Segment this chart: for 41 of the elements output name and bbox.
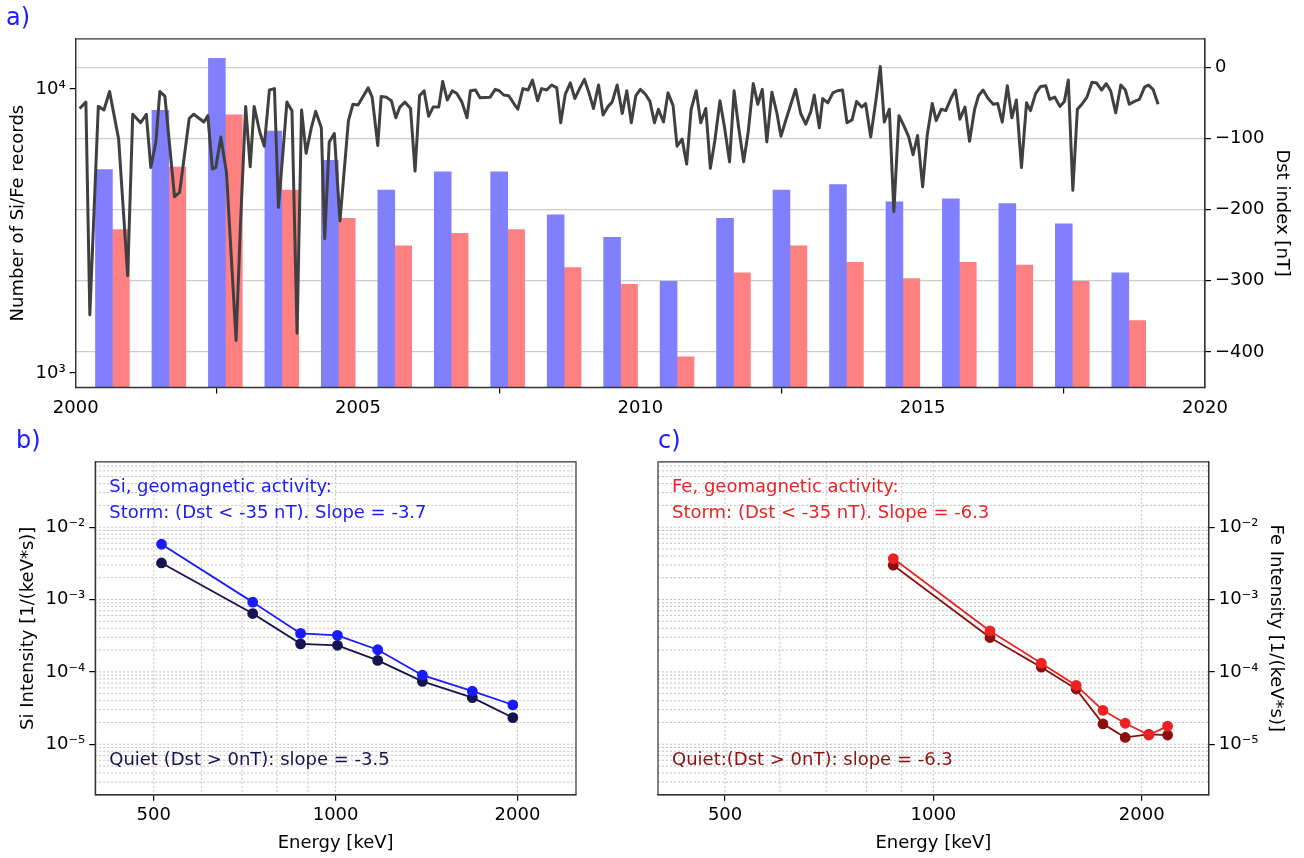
y2-tick-label: −100 — [1214, 126, 1265, 148]
y-tick-label: 10⁻⁴ — [45, 659, 86, 681]
annotation: Quiet:(Dst > 0nT): slope = -6.3 — [672, 748, 953, 770]
y-tick-label: 10⁻³ — [45, 587, 86, 609]
chart-title: b) — [16, 425, 41, 454]
y-tick-label: 10³ — [35, 360, 66, 382]
x-tick-label: 500 — [707, 803, 743, 825]
x-tick-label: 2015 — [899, 395, 946, 417]
y-axis-title: Si Intensity [1/(keV*s)] — [16, 526, 38, 730]
y2-axis-title: Dst index [nT] — [1272, 149, 1294, 277]
annotation: Fe, geomagnetic activity: — [672, 475, 899, 497]
x-tick-label: 500 — [136, 803, 171, 825]
x-tick-label: 2000 — [1118, 803, 1165, 825]
y-axis-title: Number of Si/Fe records — [6, 104, 28, 322]
x-tick-label: 2010 — [617, 395, 664, 417]
annotation: Quiet (Dst > 0nT): slope = -3.5 — [109, 748, 390, 770]
y-tick-label: 10⁴ — [35, 76, 66, 98]
x-tick-label: 2000 — [52, 395, 99, 417]
x-tick-label: 2000 — [494, 803, 541, 825]
chart-title: c) — [658, 425, 681, 454]
y-tick-label: 10⁻³ — [1218, 587, 1259, 609]
annotation: Storm: (Dst < -35 nT). Slope = -3.7 — [109, 501, 427, 523]
x-tick-label: 2005 — [335, 395, 381, 417]
annotation: Storm: (Dst < -35 nT). Slope = -6.3 — [672, 501, 990, 523]
x-tick-label: 2020 — [1182, 395, 1228, 417]
x-tick-label: 1000 — [910, 803, 957, 825]
y-tick-label: 10⁻⁵ — [45, 731, 86, 753]
x-tick-label: 1000 — [312, 803, 359, 825]
y-tick-label: 10⁻⁵ — [1218, 731, 1259, 753]
y-tick-label: 10⁻⁴ — [1218, 659, 1259, 681]
x-axis-title: Energy [keV] — [277, 830, 394, 852]
y-axis-title: Fe Intensity [1/(keV*s)] — [1266, 524, 1288, 732]
annotation: Si, geomagnetic activity: — [109, 475, 332, 497]
y-tick-label: 10⁻² — [1218, 514, 1259, 536]
y2-tick-label: −300 — [1214, 268, 1265, 290]
y2-tick-label: −200 — [1214, 197, 1265, 219]
y-tick-label: 10⁻² — [45, 514, 86, 536]
y2-tick-label: 0 — [1214, 54, 1227, 76]
y2-tick-label: −400 — [1214, 339, 1265, 361]
chart-title: a) — [6, 2, 31, 31]
x-axis-title: Energy [keV] — [875, 830, 992, 852]
